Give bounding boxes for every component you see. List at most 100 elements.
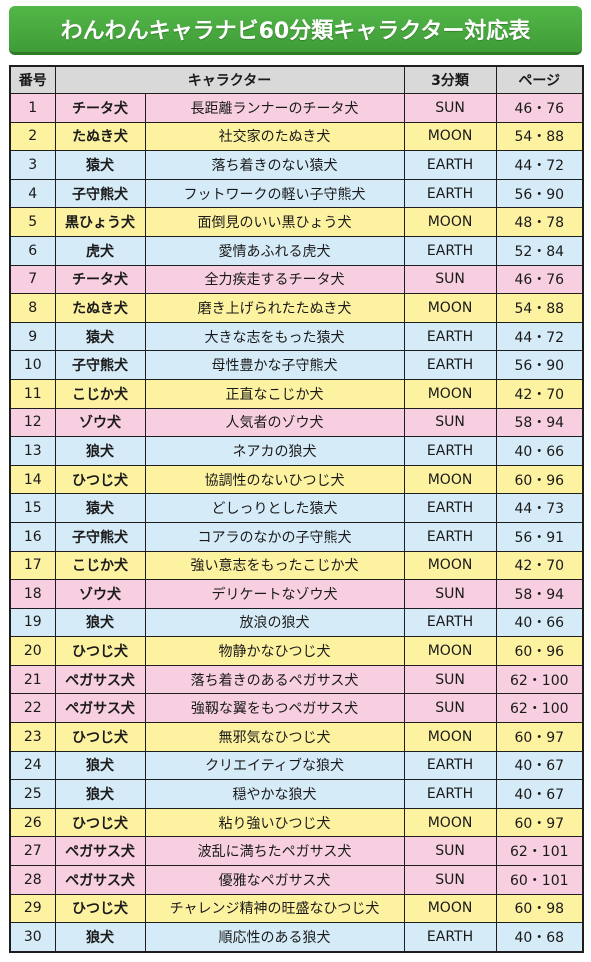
row-pages: 42・70	[495, 550, 584, 581]
row-description: 社交家のたぬき犬	[144, 121, 405, 152]
row-number: 8	[9, 293, 56, 323]
table-row: 15 猿犬 どしっりとした猿犬 EARTH 44・73	[9, 493, 584, 523]
row-character: 狼犬	[54, 779, 146, 809]
table-row: 20 ひつじ犬 物静かなひつじ犬 MOON 60・96	[9, 636, 584, 666]
row-description: 母性豊かな子守熊犬	[144, 350, 405, 380]
row-description: デリケートなゾウ犬	[144, 579, 405, 609]
row-description: 正直なこじか犬	[144, 378, 405, 409]
row-description: 無邪気なひつじ犬	[144, 722, 405, 752]
row-group: EARTH	[403, 750, 497, 781]
table-row: 9 猿犬 大きな志をもった猿犬 EARTH 44・72	[9, 321, 584, 352]
row-description: 穏やかな狼犬	[144, 779, 405, 809]
row-group: EARTH	[403, 436, 497, 466]
row-number: 20	[9, 636, 56, 666]
row-number: 5	[9, 207, 56, 237]
row-group: MOON	[403, 636, 497, 666]
table-row: 23 ひつじ犬 無邪気なひつじ犬 MOON 60・97	[9, 722, 584, 752]
row-pages: 54・88	[495, 293, 584, 323]
row-group: EARTH	[403, 150, 497, 180]
row-group: MOON	[403, 722, 497, 752]
character-table: 番号 キャラクター 3分類 ページ 1 チータ犬 長距離ランナーのチータ犬 SUN 46…	[9, 65, 585, 953]
row-description: 磨き上げられたたぬき犬	[144, 293, 405, 323]
row-pages: 62・101	[495, 836, 584, 867]
row-character: ゾウ犬	[54, 579, 146, 609]
row-group: SUN	[403, 693, 497, 724]
row-description: クリエイティブな狼犬	[144, 750, 405, 781]
row-character: 狼犬	[54, 922, 146, 953]
row-description: 協調性のないひつじ犬	[144, 464, 405, 495]
row-number: 17	[9, 550, 56, 581]
row-character: たぬき犬	[54, 121, 146, 152]
row-character: ひつじ犬	[54, 893, 146, 924]
row-group: EARTH	[403, 521, 497, 552]
row-number: 4	[9, 178, 56, 209]
row-group: SUN	[403, 407, 497, 438]
row-character: 狼犬	[54, 750, 146, 781]
row-description: 粘り強いひつじ犬	[144, 807, 405, 838]
row-group: EARTH	[403, 607, 497, 638]
row-pages: 52・84	[495, 235, 584, 266]
row-pages: 40・68	[495, 922, 584, 953]
header-character: キャラクター	[54, 65, 405, 94]
table-row: 8 たぬき犬 磨き上げられたたぬき犬 MOON 54・88	[9, 293, 584, 323]
row-description: 人気者のゾウ犬	[144, 407, 405, 438]
row-character: 狼犬	[54, 436, 146, 466]
row-group: EARTH	[403, 350, 497, 380]
row-number: 27	[9, 836, 56, 867]
row-description: 波乱に満ちたペガサス犬	[144, 836, 405, 867]
row-pages: 44・72	[495, 321, 584, 352]
row-pages: 44・73	[495, 493, 584, 523]
row-number: 12	[9, 407, 56, 438]
row-group: MOON	[403, 807, 497, 838]
row-description: 落ち着きのあるペガサス犬	[144, 664, 405, 695]
row-group: EARTH	[403, 321, 497, 352]
row-group: MOON	[403, 378, 497, 409]
row-character: 黒ひょう犬	[54, 207, 146, 237]
row-number: 25	[9, 779, 56, 809]
row-group: SUN	[403, 93, 497, 123]
row-description: 強靱な翼をもつペガサス犬	[144, 693, 405, 724]
row-character: チータ犬	[54, 264, 146, 295]
row-number: 3	[9, 150, 56, 180]
row-description: 順応性のある狼犬	[144, 922, 405, 953]
table-row: 27 ペガサス犬 波乱に満ちたペガサス犬 SUN 62・101	[9, 836, 584, 867]
row-pages: 60・101	[495, 865, 584, 895]
row-character: ペガサス犬	[54, 664, 146, 695]
row-group: MOON	[403, 550, 497, 581]
table-row: 5 黒ひょう犬 面倒見のいい黒ひょう犬 MOON 48・78	[9, 207, 584, 237]
table-row: 22 ペガサス犬 強靱な翼をもつペガサス犬 SUN 62・100	[9, 693, 584, 724]
row-character: 猿犬	[54, 150, 146, 180]
header-pages: ページ	[495, 65, 584, 94]
row-pages: 56・90	[495, 178, 584, 209]
row-character: 子守熊犬	[54, 178, 146, 209]
table-row: 2 たぬき犬 社交家のたぬき犬 MOON 54・88	[9, 121, 584, 152]
row-number: 26	[9, 807, 56, 838]
table-row: 30 狼犬 順応性のある狼犬 EARTH 40・68	[9, 922, 584, 953]
row-number: 10	[9, 350, 56, 380]
row-number: 19	[9, 607, 56, 638]
table-row: 13 狼犬 ネアカの狼犬 EARTH 40・66	[9, 436, 584, 466]
row-description: 優雅なペガサス犬	[144, 865, 405, 895]
row-character: たぬき犬	[54, 293, 146, 323]
header-number: 番号	[9, 65, 56, 94]
row-pages: 54・88	[495, 121, 584, 152]
row-number: 9	[9, 321, 56, 352]
row-group: SUN	[403, 579, 497, 609]
table-row: 21 ペガサス犬 落ち着きのあるペガサス犬 SUN 62・100	[9, 664, 584, 695]
row-character: 虎犬	[54, 235, 146, 266]
row-pages: 40・67	[495, 779, 584, 809]
row-description: 全力疾走するチータ犬	[144, 264, 405, 295]
row-description: 物静かなひつじ犬	[144, 636, 405, 666]
table-row: 14 ひつじ犬 協調性のないひつじ犬 MOON 60・96	[9, 464, 584, 495]
row-character: 狼犬	[54, 607, 146, 638]
table-row: 17 こじか犬 強い意志をもったこじか犬 MOON 42・70	[9, 550, 584, 581]
table-row: 25 狼犬 穏やかな狼犬 EARTH 40・67	[9, 779, 584, 809]
table-row: 7 チータ犬 全力疾走するチータ犬 SUN 46・76	[9, 264, 584, 295]
row-character: チータ犬	[54, 93, 146, 123]
table-row: 3 猿犬 落ち着きのない猿犬 EARTH 44・72	[9, 150, 584, 180]
row-group: SUN	[403, 264, 497, 295]
title-banner: わんわんキャラナビ60分類キャラクター対応表	[9, 6, 582, 52]
row-pages: 46・76	[495, 264, 584, 295]
row-description: 愛情あふれる虎犬	[144, 235, 405, 266]
table-header-row: 番号 キャラクター 3分類 ページ	[9, 65, 584, 94]
